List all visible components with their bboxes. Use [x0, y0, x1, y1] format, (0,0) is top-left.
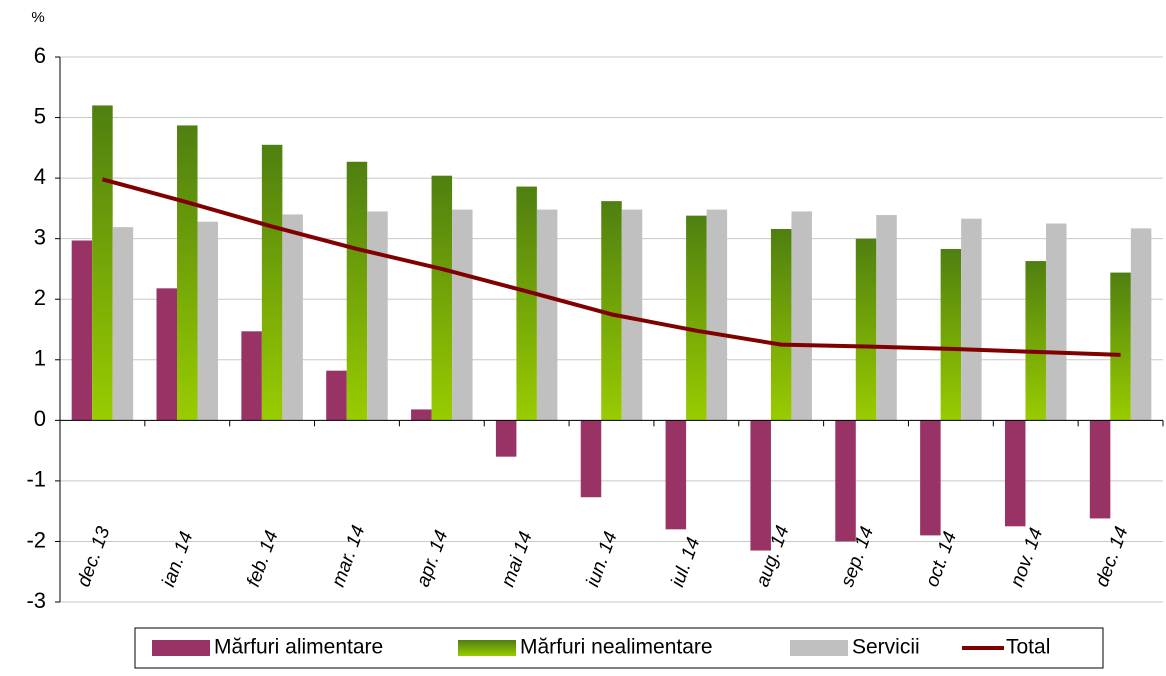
legend-swatch: [152, 640, 210, 656]
legend-label: Servicii: [852, 636, 920, 659]
y-tick-label: 1: [34, 346, 46, 371]
bar: [665, 420, 687, 530]
bar: [876, 215, 897, 421]
bar: [241, 331, 262, 421]
bar: [156, 288, 178, 421]
x-tick-label: apr. 14: [413, 528, 453, 590]
bar: [367, 211, 388, 421]
bar: [580, 420, 602, 498]
bar: [750, 420, 771, 551]
y-tick-label: -3: [26, 588, 46, 613]
bar: [835, 420, 856, 542]
y-axis-label: %: [31, 9, 44, 26]
bar: [770, 228, 792, 421]
bar: [1110, 272, 1131, 421]
y-tick-label: 6: [34, 43, 46, 68]
legend-box: [134, 627, 1104, 669]
bar: [706, 209, 728, 421]
bar: [112, 227, 134, 421]
legend-label: Mărfuri nealimentare: [520, 636, 713, 659]
x-tick-label: oct. 14: [922, 529, 961, 590]
bar: [601, 201, 622, 421]
bar: [177, 125, 198, 421]
x-tick-label: mar. 14: [328, 523, 370, 590]
bar: [920, 420, 941, 536]
legend-label: Mărfuri alimentare: [214, 636, 383, 659]
bar: [516, 186, 537, 421]
bar: [1130, 228, 1152, 421]
bar: [940, 248, 962, 421]
x-tick-label: mai 14: [498, 529, 537, 590]
legend-swatch: [458, 640, 516, 656]
legend-swatch: [790, 640, 848, 656]
bar: [431, 175, 453, 421]
legend-label: Total: [1006, 636, 1050, 659]
y-tick-label: 2: [34, 285, 46, 310]
bar: [71, 240, 93, 421]
bar: [1025, 261, 1046, 421]
bar: [282, 214, 303, 421]
line-series: [101, 177, 1121, 357]
bar: [197, 221, 219, 421]
y-tick-label: 4: [34, 164, 46, 189]
y-tick-label: 3: [34, 224, 46, 249]
bar: [536, 209, 558, 421]
x-tick-label: nov. 14: [1007, 525, 1048, 589]
bar: [326, 370, 347, 421]
y-tick-label: -1: [26, 467, 46, 492]
y-tick-label: 5: [34, 103, 46, 128]
bar: [346, 161, 368, 421]
y-tick-label: 0: [34, 406, 46, 431]
bar: [261, 144, 283, 421]
x-tick-label: feb. 14: [243, 528, 283, 590]
x-tick-label: dec. 13: [73, 524, 114, 590]
bar: [92, 105, 113, 421]
bar: [1089, 420, 1111, 519]
bar: [495, 420, 517, 457]
bar: [686, 215, 707, 421]
bar: [621, 209, 643, 421]
bar: [452, 209, 473, 421]
bar: [1004, 420, 1026, 527]
x-tick-label: iun. 14: [582, 529, 621, 590]
y-tick-label: -2: [26, 527, 46, 552]
bar: [1045, 223, 1067, 421]
bar: [961, 218, 982, 421]
x-tick-label: dec. 14: [1092, 524, 1133, 590]
x-tick-label: ian. 14: [158, 529, 197, 590]
bar: [791, 211, 812, 421]
bar: [855, 238, 877, 421]
x-tick-label: iul. 14: [667, 535, 704, 590]
bar: [411, 409, 432, 421]
